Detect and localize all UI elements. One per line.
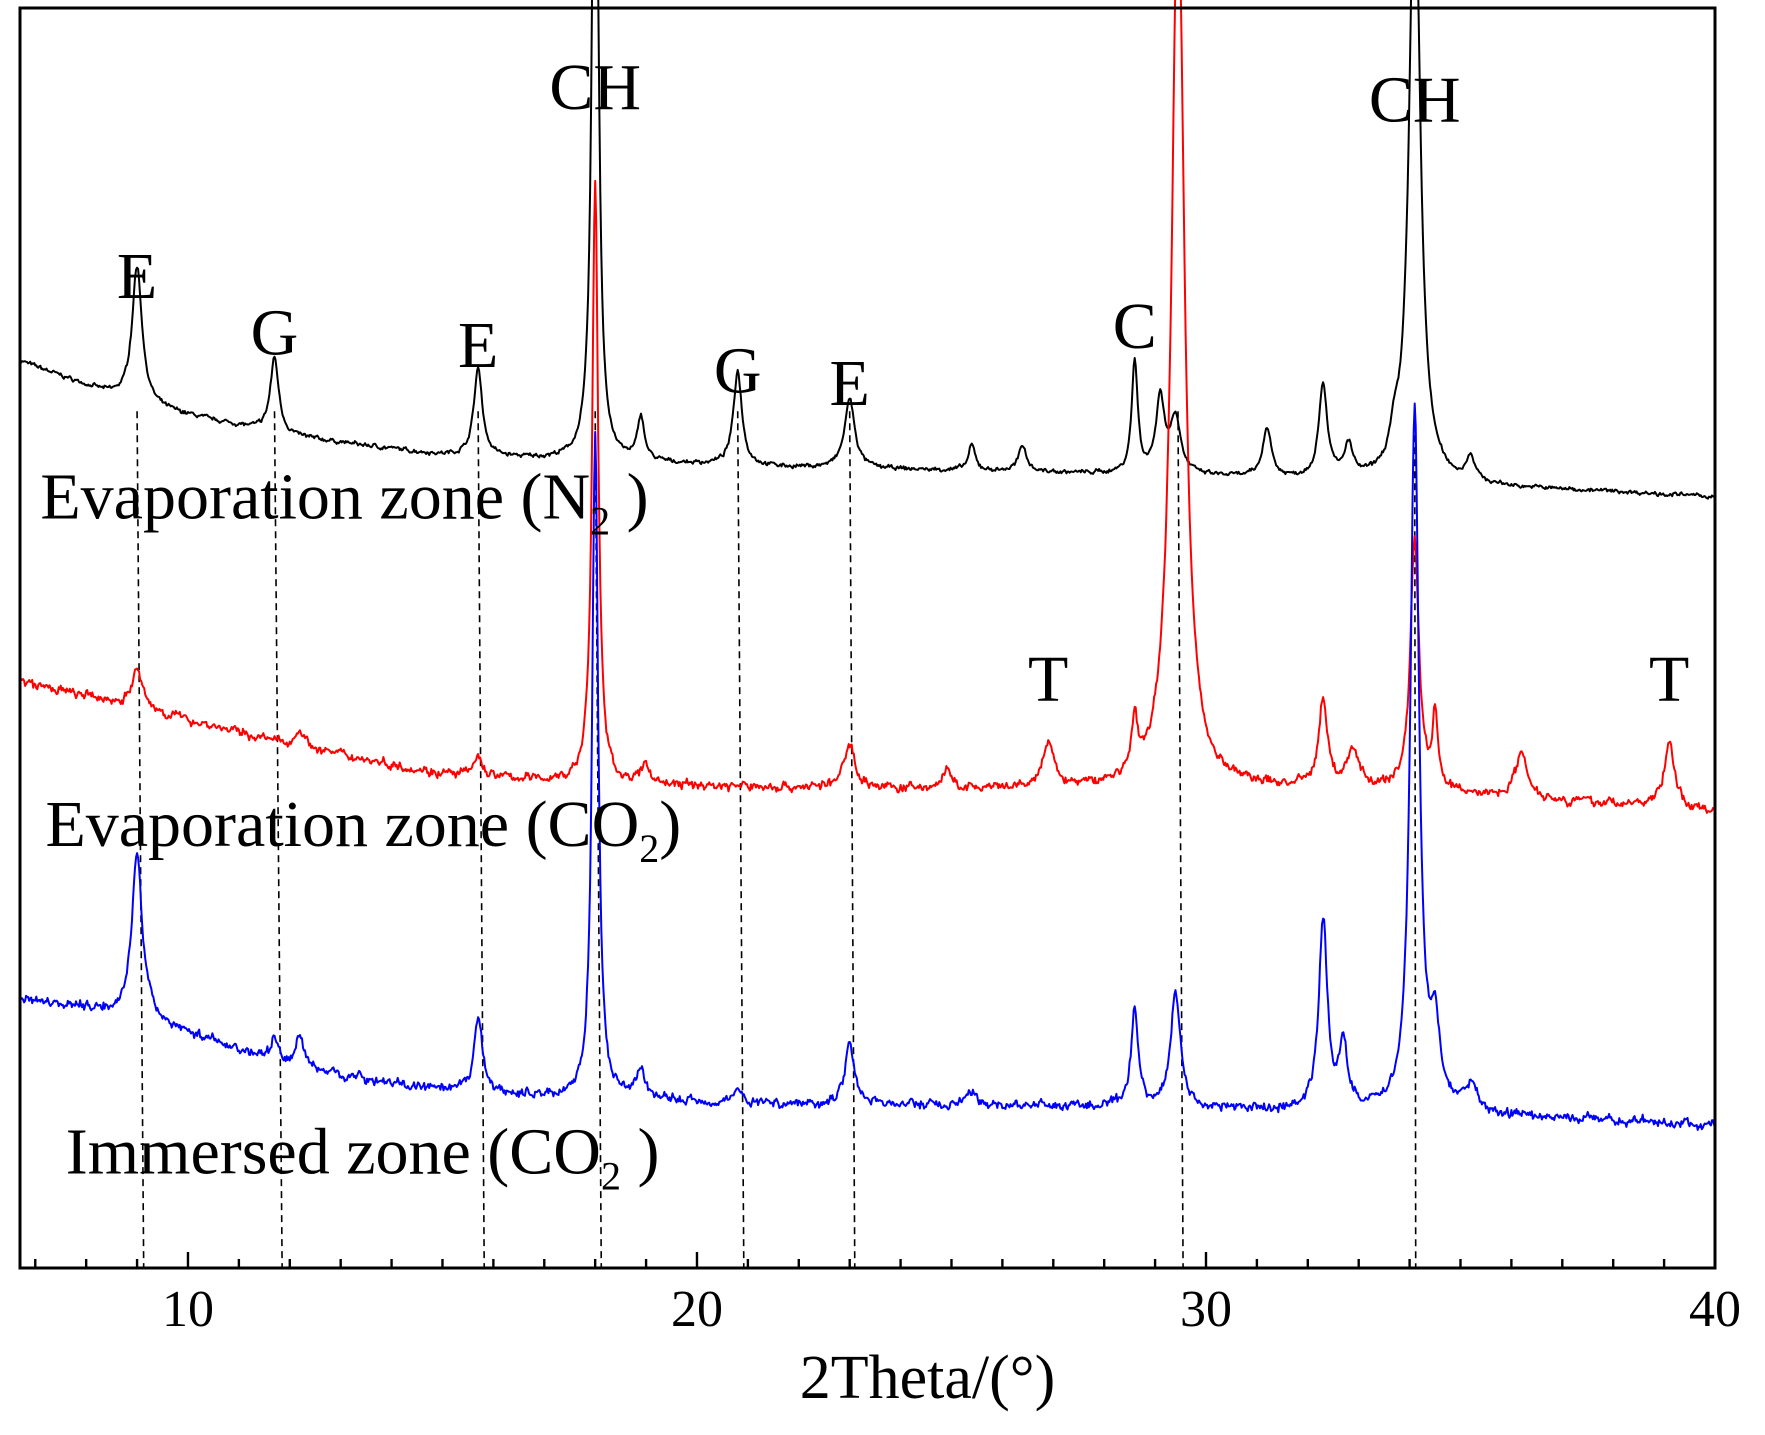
peak-label-c: C (1113, 290, 1157, 363)
reference-lines (136, 411, 1417, 1269)
series-labels: Evaporation zone (N2 ) Evaporation zone (… (40, 460, 681, 1198)
series-label-1: Evaporation zone (N2 ) (40, 460, 648, 543)
reference-line-7 (1177, 411, 1184, 1269)
reference-line-2 (273, 411, 283, 1269)
series-line-2 (19, 0, 1715, 814)
peak-label-ch: CH (1369, 63, 1461, 136)
series-label-3: Immersed zone (CO2 ) (66, 1116, 660, 1199)
reference-line-5 (736, 411, 745, 1269)
x-tick-label: 10 (162, 1281, 214, 1338)
series-line-3 (19, 402, 1716, 1131)
peak-label-e: E (117, 240, 157, 313)
x-tick-label: 30 (1180, 1281, 1232, 1338)
reference-line-3 (477, 411, 486, 1269)
reference-line-4 (594, 411, 603, 1269)
x-tick-label: 20 (671, 1281, 723, 1338)
peak-label-e: E (458, 309, 498, 382)
series-group (19, 0, 1716, 1131)
reference-line-8 (1413, 411, 1417, 1269)
series-line-1 (19, 0, 1716, 500)
peak-label-g: G (714, 334, 762, 407)
reference-line-1 (136, 411, 145, 1269)
reference-line-6 (848, 411, 856, 1269)
peak-label-g: G (251, 297, 299, 370)
peak-label-ch: CH (549, 51, 641, 124)
peak-label-t: T (1028, 643, 1068, 716)
x-axis-ticks (34, 1252, 1666, 1268)
plot-frame (18, 6, 1717, 1270)
x-axis-tick-labels: 10 20 30 40 (162, 1281, 1741, 1338)
x-tick-label: 40 (1689, 1281, 1741, 1338)
series-label-2: Evaporation zone (CO2) (45, 788, 681, 871)
x-axis-title: 2Theta/(°) (800, 1344, 1055, 1412)
peak-label-e: E (830, 347, 870, 420)
peak-label-t: T (1649, 643, 1689, 716)
